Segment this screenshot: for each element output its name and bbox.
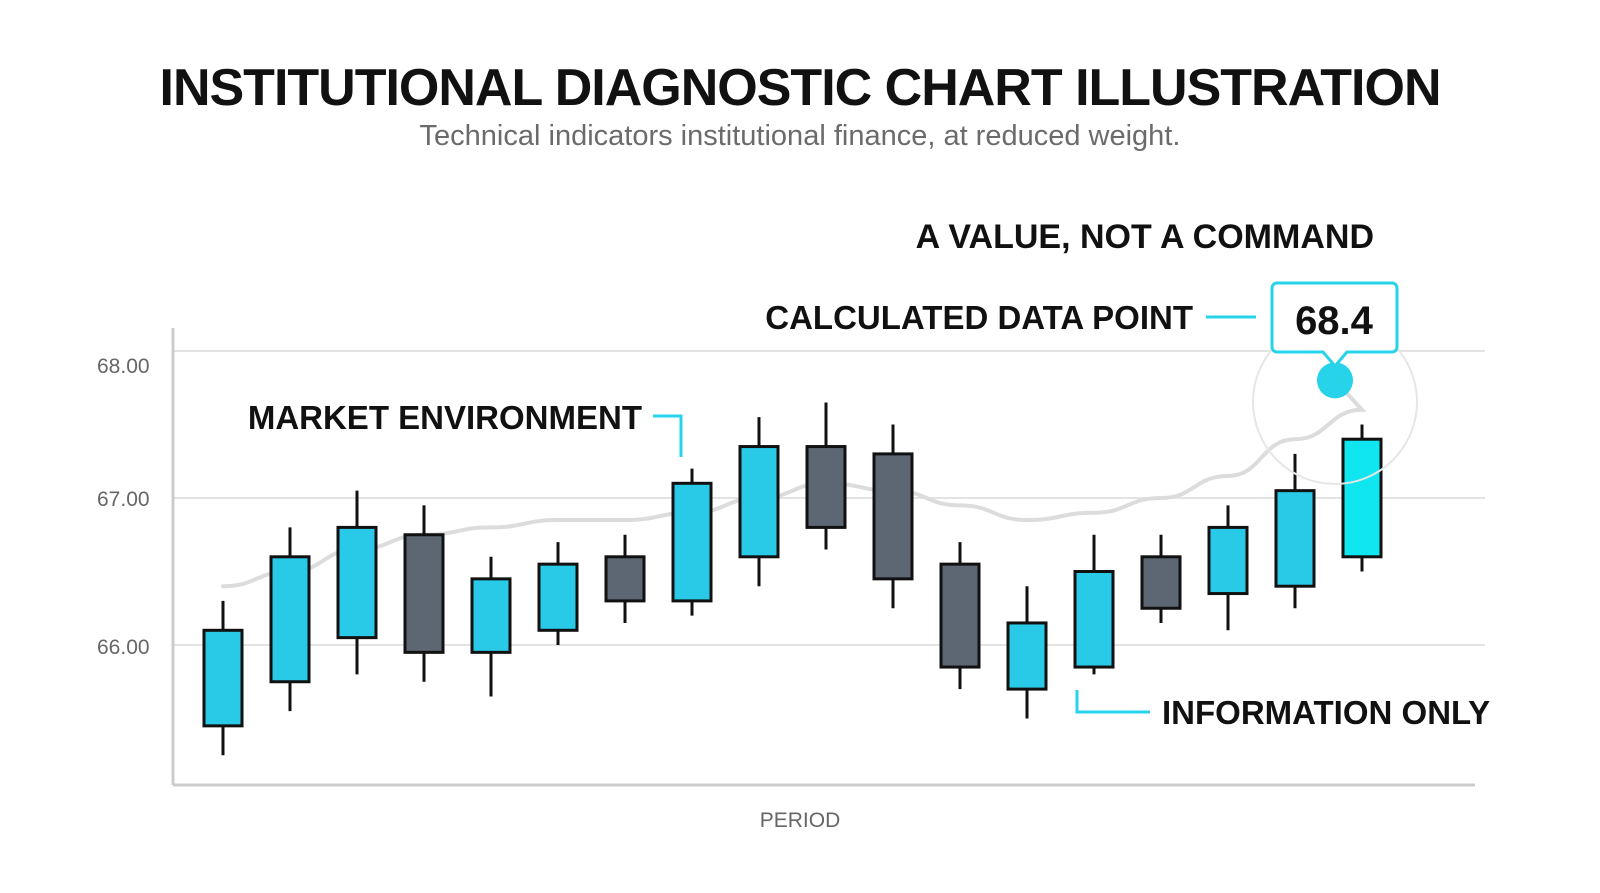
candle-body-bullish <box>1006 621 1048 691</box>
candle <box>537 542 579 645</box>
candle-body-bullish <box>671 481 713 603</box>
candle-body-bullish <box>202 628 244 728</box>
candle <box>1341 424 1383 572</box>
candle-body-bearish <box>604 555 646 603</box>
candle-body-bearish <box>403 533 445 654</box>
market-environment-leader <box>653 414 683 457</box>
x-axis-label: PERIOD <box>760 809 841 832</box>
candle-body-bullish <box>1341 437 1383 559</box>
candle <box>336 490 378 675</box>
chart-title: INSTITUTIONAL DIAGNOSTIC CHART ILLUSTRAT… <box>159 59 1442 117</box>
candle <box>604 534 646 623</box>
annotation-value-not-command: A VALUE, NOT A COMMAND <box>916 218 1374 256</box>
candle-body-bullish <box>470 577 512 654</box>
candle-body-bullish <box>269 555 311 684</box>
candle <box>403 505 445 682</box>
candle <box>738 417 780 587</box>
candle <box>1274 453 1316 609</box>
candle-body-bearish <box>872 452 914 581</box>
candle <box>671 468 713 616</box>
candle <box>939 542 981 690</box>
candle <box>1140 534 1182 623</box>
candle <box>470 556 512 697</box>
candle-body-bullish <box>336 525 378 640</box>
candle <box>269 527 311 712</box>
candle-body-bullish <box>738 445 780 559</box>
value-callout: 68.4 <box>1270 281 1399 369</box>
value-callout-text: 68.4 <box>1295 299 1374 343</box>
information-only-leader <box>1075 690 1150 714</box>
candles-group <box>202 402 1383 756</box>
candle-body-bullish <box>1207 525 1249 596</box>
candle <box>805 402 847 550</box>
annotation-information-only: INFORMATION ONLY <box>1162 694 1490 731</box>
y-tick-label-68: 68.00 <box>97 355 150 378</box>
candle-body-bullish <box>1073 570 1115 669</box>
y-tick-label-66: 66.00 <box>97 636 150 659</box>
candle-body-bullish <box>1274 489 1316 588</box>
y-tick-label-67: 67.00 <box>97 488 150 511</box>
candle-body-bullish <box>537 562 579 632</box>
chart-subtitle: Technical indicators institutional finan… <box>419 120 1181 152</box>
candle <box>872 424 914 609</box>
candle <box>1207 505 1249 631</box>
calculated-point-marker <box>1317 362 1353 399</box>
candle <box>1006 586 1048 719</box>
annotation-market-environment: MARKET ENVIRONMENT <box>248 399 642 436</box>
value-callout-box <box>1270 281 1399 369</box>
candle <box>202 600 244 756</box>
candle-body-bearish <box>939 562 981 669</box>
annotation-calculated-data-point: CALCULATED DATA POINT <box>765 299 1193 336</box>
candle <box>1073 534 1115 675</box>
candle-body-bearish <box>805 445 847 529</box>
candle-body-bearish <box>1140 555 1182 610</box>
